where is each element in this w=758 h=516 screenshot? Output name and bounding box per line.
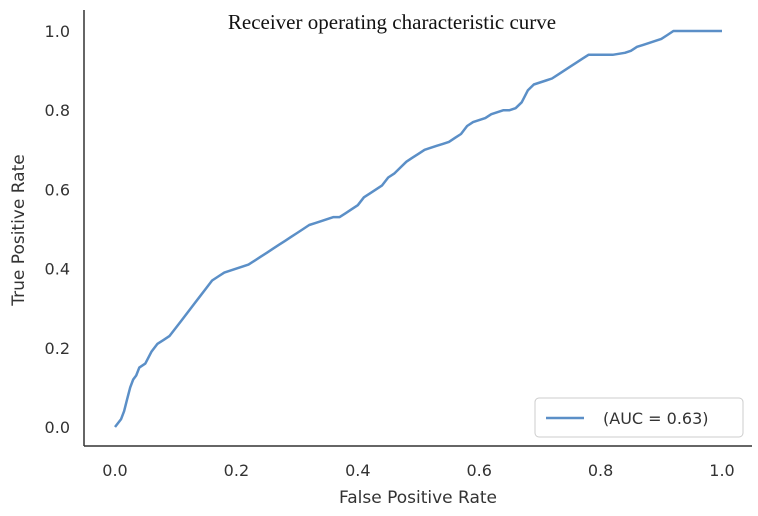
roc-curve-line [114,29,722,428]
legend-box [534,397,744,438]
axes [83,10,752,447]
legend-entry-label: (AUC = 0.63) [603,409,709,428]
x-tick-label: 0.8 [588,461,613,480]
y-tick-labels: 0.0 0.2 0.4 0.6 0.8 1.0 [45,22,70,437]
x-tick-label: 0.4 [345,461,370,480]
x-tick-label: 0.2 [224,461,249,480]
y-axis-label: True Positive Rate [9,154,29,306]
y-tick-label: 1.0 [45,22,70,41]
legend: (AUC = 0.63) [534,397,744,438]
x-tick-labels: 0.0 0.2 0.4 0.6 0.8 1.0 [102,461,734,480]
x-axis-label: False Positive Rate [339,488,497,508]
y-tick-label: 0.8 [45,101,70,120]
chart-title: Receiver operating characteristic curve [228,10,556,34]
x-tick-label: 0.6 [466,461,491,480]
y-tick-label: 0.4 [45,260,70,279]
y-tick-label: 0.6 [45,180,70,199]
y-tick-label: 0.2 [45,339,70,358]
x-tick-label: 0.0 [102,461,127,480]
plot-area [114,29,722,428]
x-tick-label: 1.0 [709,461,734,480]
y-tick-label: 0.0 [45,418,70,437]
